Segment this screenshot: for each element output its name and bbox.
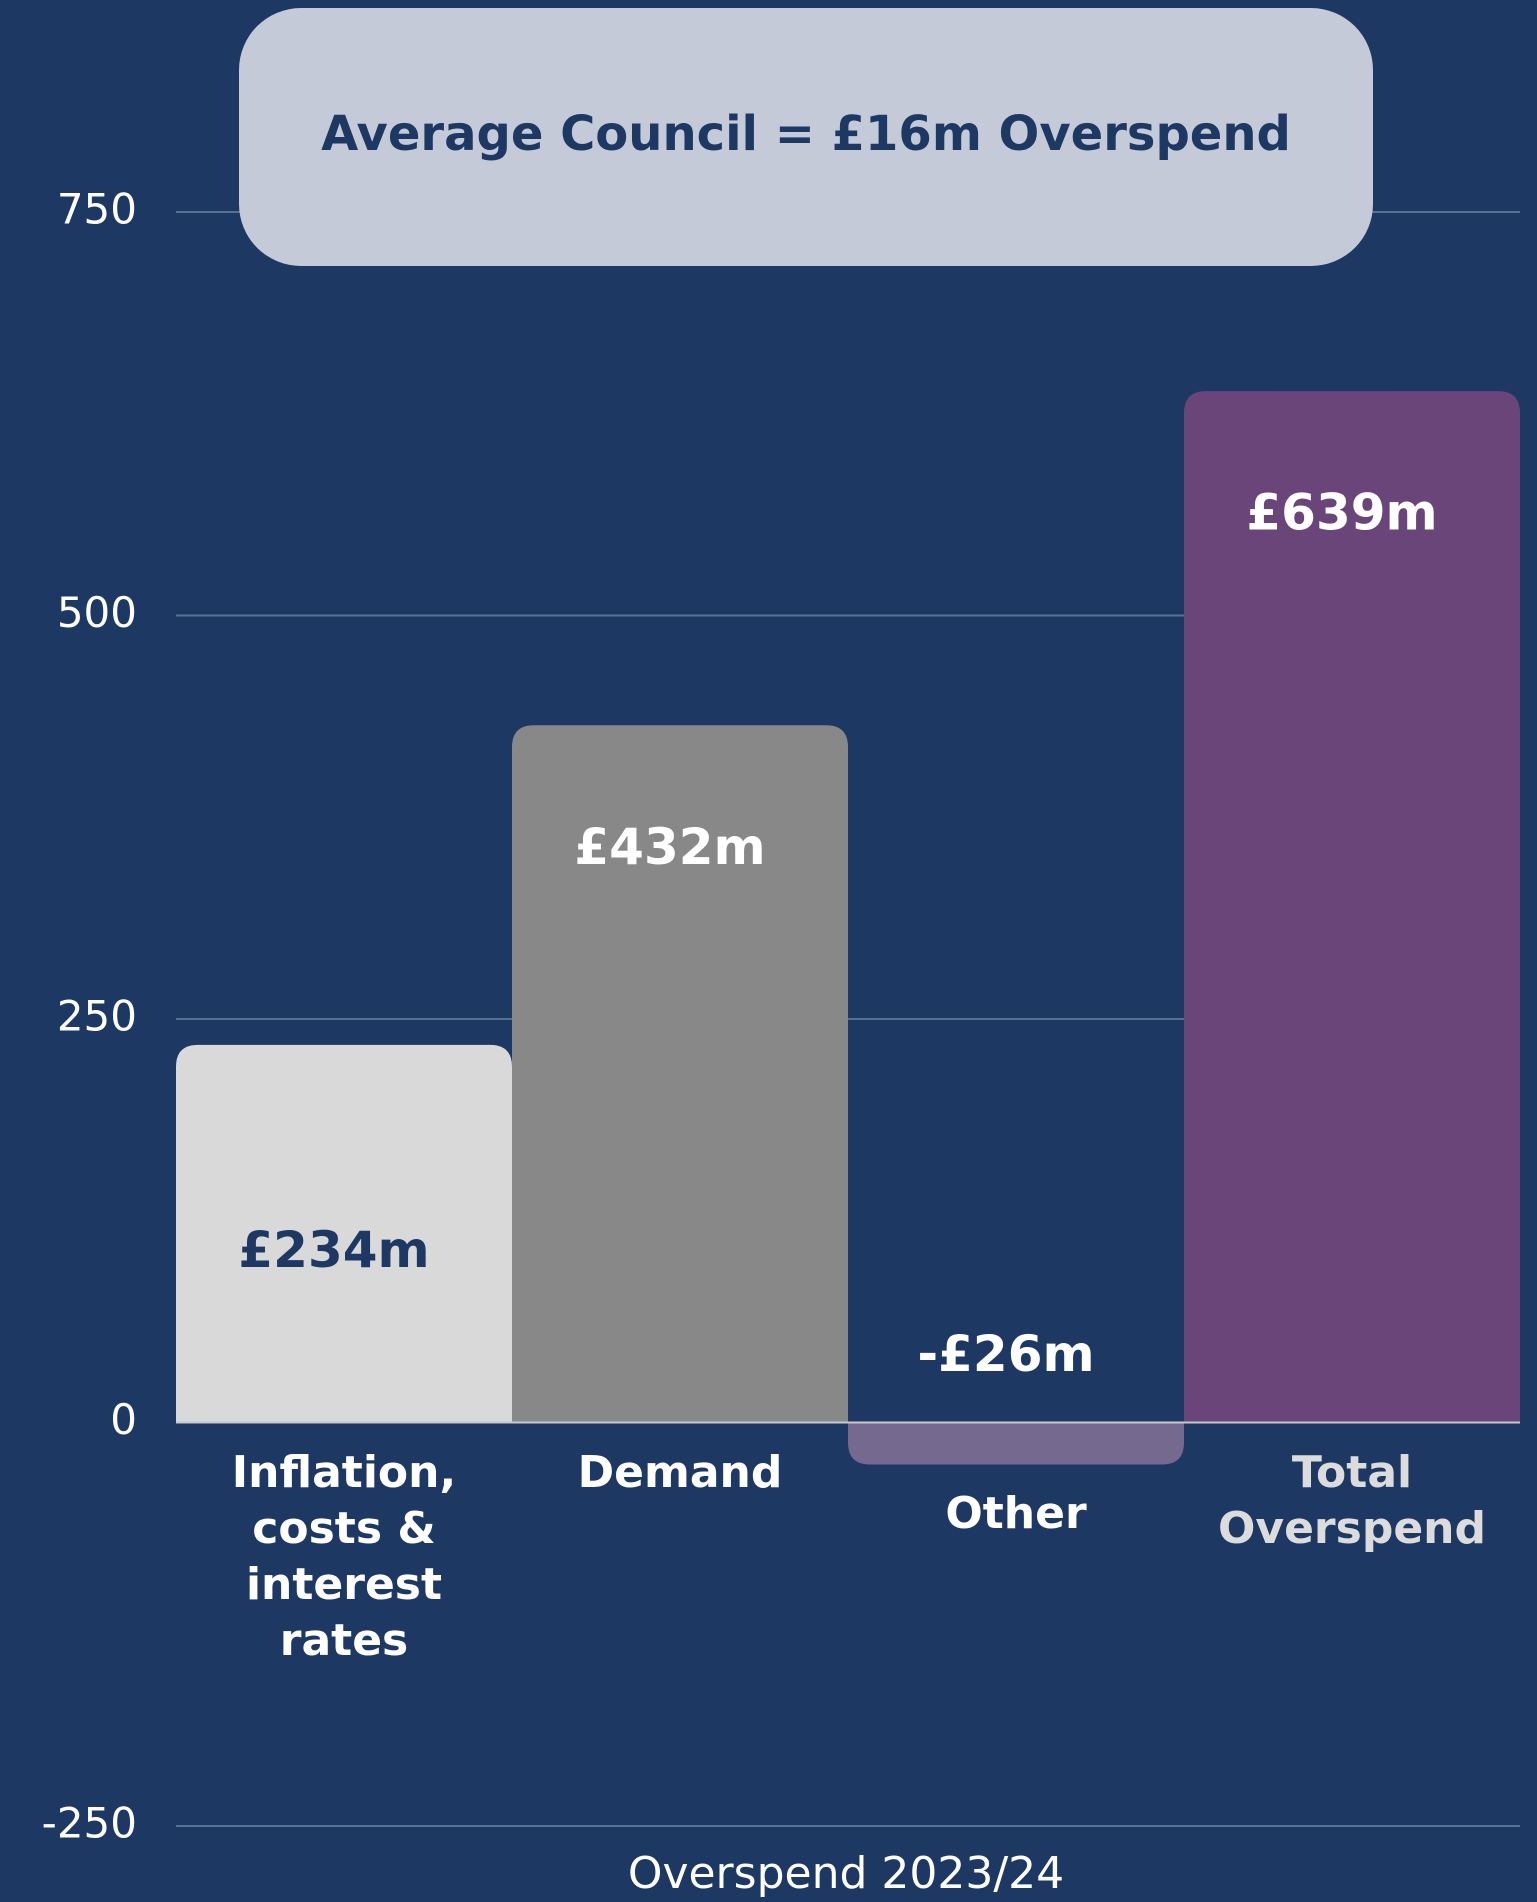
x-axis-label: Overspend 2023/24 <box>628 1848 1064 1899</box>
bar <box>176 1044 512 1423</box>
x-tick-label: Other <box>945 1488 1087 1540</box>
bar <box>1184 391 1520 1423</box>
y-tick-label: 750 <box>57 185 137 234</box>
annotation: Average Council = £16m Overspend <box>321 106 1291 162</box>
bar <box>512 725 848 1423</box>
y-tick-label: -250 <box>42 1799 137 1848</box>
value-label: £432m <box>574 818 765 876</box>
value-label: -£26m <box>917 1325 1094 1383</box>
x-tick-label: Inflation, costs & interest rates <box>231 1446 457 1666</box>
y-tick-label: 500 <box>57 588 137 637</box>
bar <box>848 1422 1184 1465</box>
annotation-box <box>239 8 1373 266</box>
x-tick-label: Total Overspend <box>1218 1446 1486 1554</box>
y-tick-label: 0 <box>110 1395 137 1444</box>
x-tick-label: Demand <box>577 1446 783 1498</box>
y-tick-label: 250 <box>57 992 137 1041</box>
value-label: £234m <box>238 1221 429 1279</box>
value-label: £639m <box>1246 484 1437 542</box>
